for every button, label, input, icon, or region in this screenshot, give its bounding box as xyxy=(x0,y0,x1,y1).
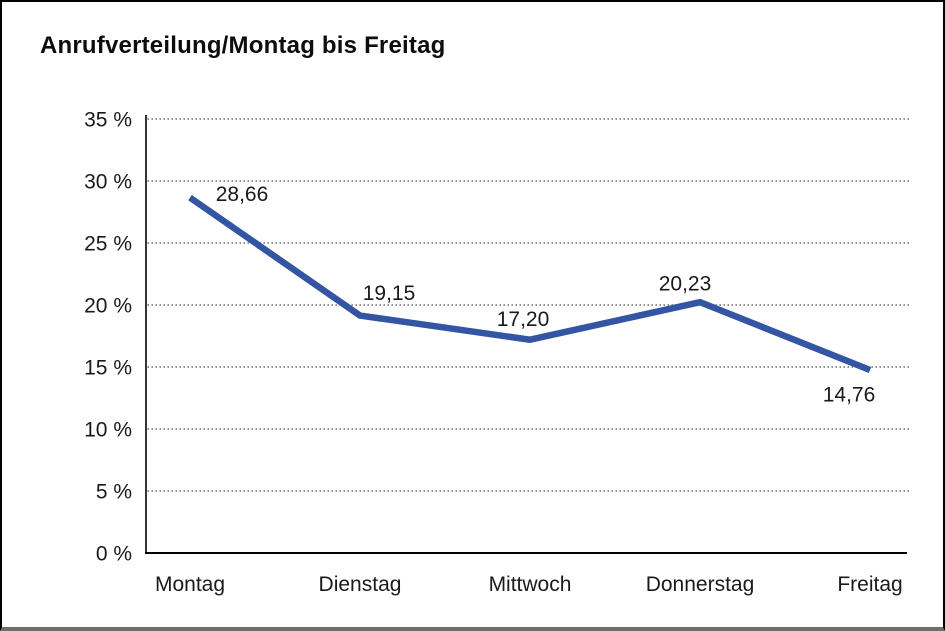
y-tick-label: 35 % xyxy=(84,109,132,132)
x-tick-label-mittwoch: Mittwoch xyxy=(489,573,572,596)
x-tick-label-freitag: Freitag xyxy=(837,573,902,596)
x-tick-label-dienstag: Dienstag xyxy=(319,573,402,596)
y-tick-label: 15 % xyxy=(84,357,132,380)
y-tick-label: 30 % xyxy=(84,171,132,194)
data-series-line xyxy=(188,194,872,373)
y-tick-label: 25 % xyxy=(84,233,132,256)
x-tick-label-donnerstag: Donnerstag xyxy=(646,573,755,596)
y-tick-label: 5 % xyxy=(96,481,132,504)
x-tick-label-montag: Montag xyxy=(155,573,225,596)
y-tick-label: 20 % xyxy=(84,295,132,318)
y-tick-label: 10 % xyxy=(84,419,132,442)
data-point-label: 20,23 xyxy=(659,273,712,296)
chart-title: Anrufverteilung/Montag bis Freitag xyxy=(40,32,446,59)
data-point-label: 14,76 xyxy=(823,383,876,406)
data-point-label: 17,20 xyxy=(497,308,550,331)
data-point-label: 28,66 xyxy=(216,183,269,206)
y-tick-label: 0 % xyxy=(96,543,132,566)
data-point-label: 19,15 xyxy=(363,282,416,305)
